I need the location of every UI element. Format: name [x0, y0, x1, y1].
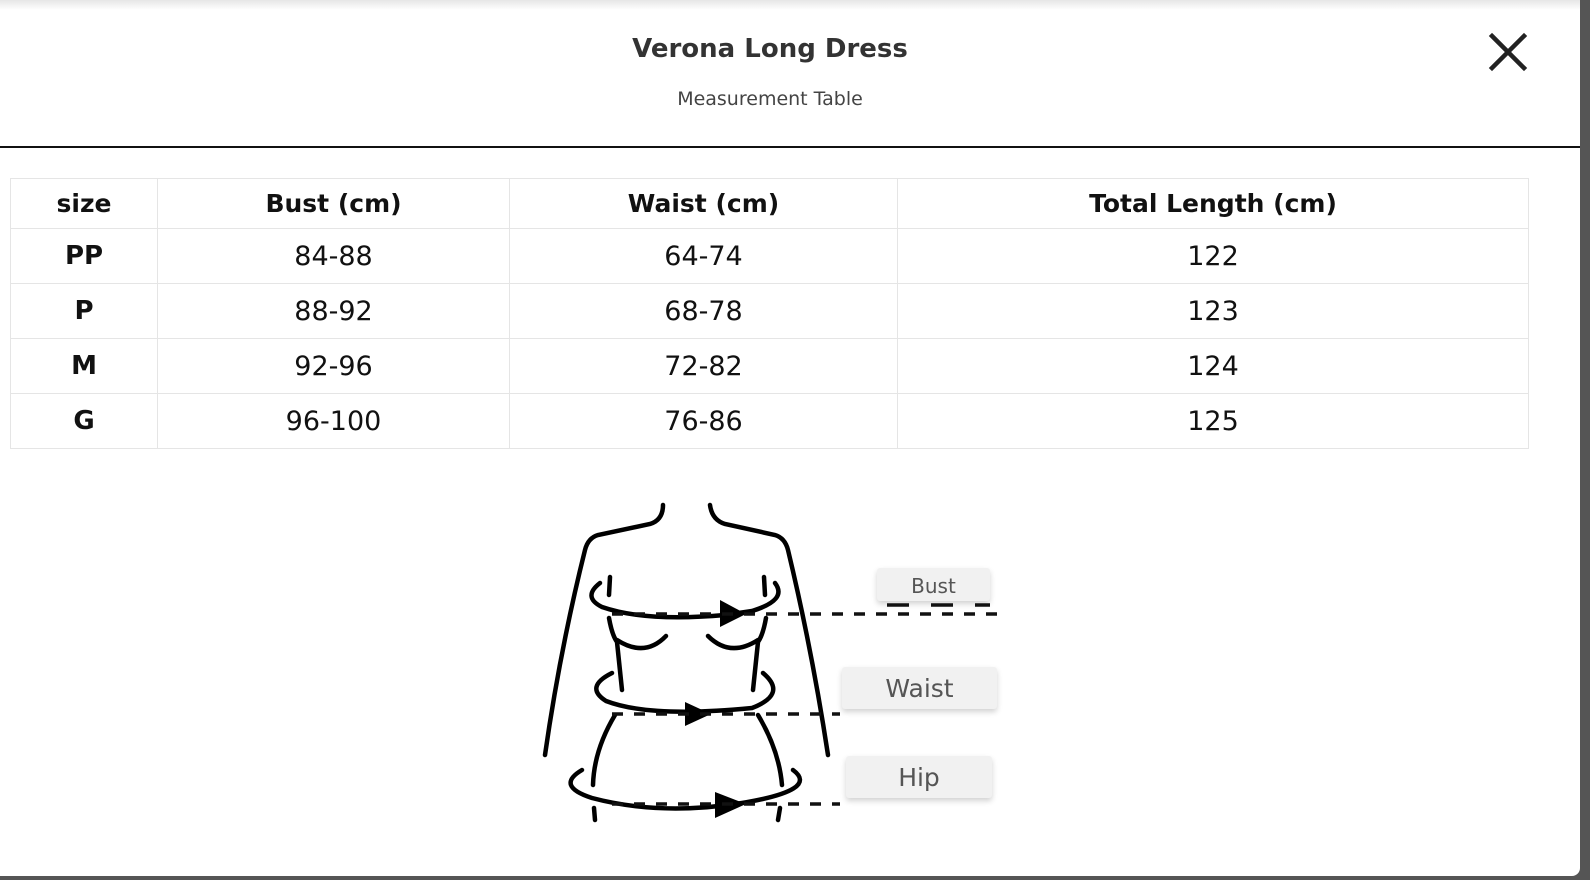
waist-cell: 72-82: [509, 338, 898, 394]
measurement-table: size Bust (cm) Waist (cm) Total Length (…: [10, 178, 1529, 449]
waist-label: Waist: [842, 667, 997, 709]
header-divider: [0, 146, 1580, 148]
bust-label-dash: [887, 603, 990, 607]
right-shoulder-outline: [707, 502, 831, 758]
column-header: size: [10, 178, 158, 229]
bust-cell: 88-92: [157, 283, 510, 339]
column-header: Total Length (cm): [897, 178, 1529, 229]
table-header-row: size Bust (cm) Waist (cm) Total Length (…: [10, 178, 1529, 229]
table-row: G 96-100 76-86 125: [10, 393, 1529, 449]
left-shoulder-outline: [542, 502, 666, 758]
table-row: PP 84-88 64-74 122: [10, 228, 1529, 284]
bust-loop: [589, 580, 781, 620]
body-measurement-diagram: [542, 502, 1005, 823]
left-torso: [606, 615, 625, 693]
size-cell: P: [10, 283, 158, 339]
hip-label: Hip: [846, 756, 992, 798]
length-cell: 125: [897, 393, 1529, 449]
right-hip: [755, 712, 785, 788]
bust-cell: 84-88: [157, 228, 510, 284]
size-cell: PP: [10, 228, 158, 284]
modal-subtitle: Measurement Table: [677, 88, 863, 110]
bust-label: Bust: [877, 568, 990, 601]
length-cell: 124: [897, 338, 1529, 394]
size-cell: G: [10, 393, 158, 449]
length-cell: 123: [897, 283, 1529, 339]
left-cup: [614, 633, 669, 651]
right-torso: [750, 615, 769, 693]
modal-top-shadow: [0, 0, 1580, 10]
waist-cell: 68-78: [509, 283, 898, 339]
column-header: Waist (cm): [509, 178, 898, 229]
close-icon[interactable]: [1486, 30, 1530, 74]
table-row: P 88-92 68-78 123: [10, 283, 1529, 339]
length-cell: 122: [897, 228, 1529, 284]
bust-cell: 96-100: [157, 393, 510, 449]
right-cup: [705, 633, 761, 651]
modal-title: Verona Long Dress: [632, 34, 908, 64]
waist-cell: 76-86: [509, 393, 898, 449]
size-cell: M: [10, 338, 158, 394]
hip-loop: [568, 767, 802, 811]
table-row: M 92-96 72-82 124: [10, 338, 1529, 394]
left-hip: [590, 712, 618, 788]
column-header: Bust (cm): [157, 178, 510, 229]
waist-loop: [594, 670, 776, 714]
bust-cell: 92-96: [157, 338, 510, 394]
waist-cell: 64-74: [509, 228, 898, 284]
